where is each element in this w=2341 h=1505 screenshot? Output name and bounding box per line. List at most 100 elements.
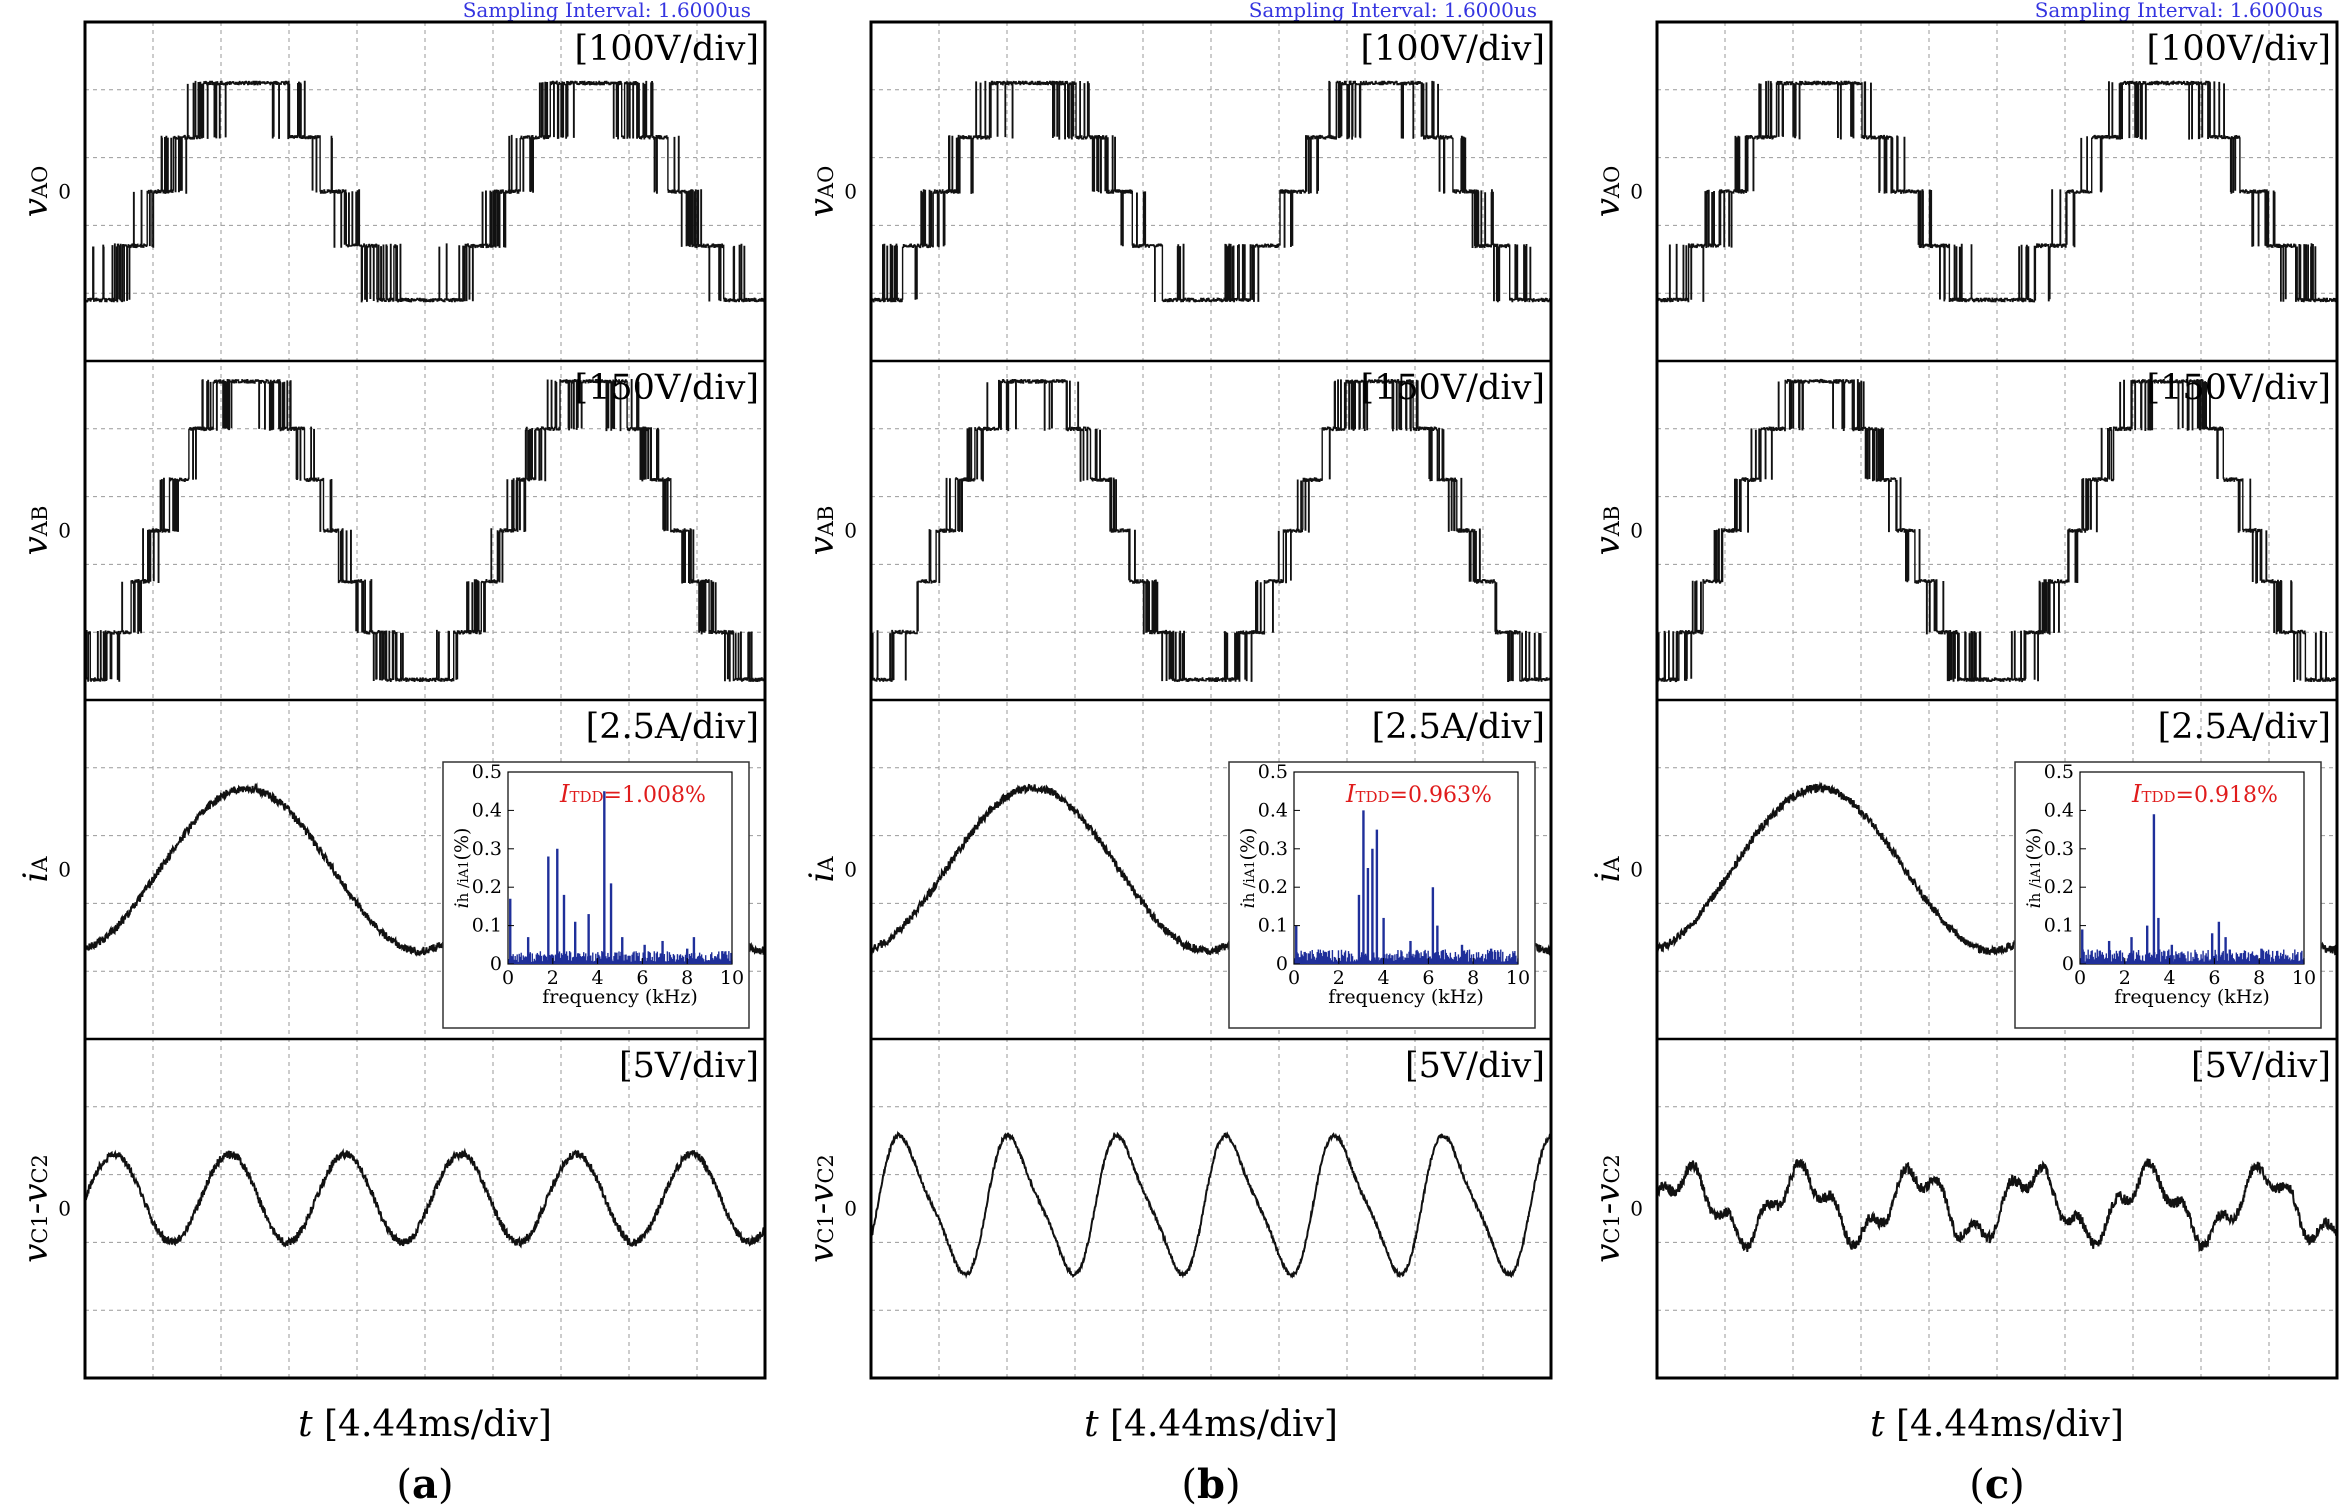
thd-annotation: ITDD=1.008% <box>559 780 706 808</box>
channel-label-main: v <box>16 536 56 555</box>
scale-label: [2.5A/div] <box>1372 707 1545 747</box>
thd-sub: TDD <box>2141 788 2175 806</box>
trace-v_C1-v_C2 <box>85 1147 765 1249</box>
panel-a: Sampling Interval: 1.6000us[100V/div]0vA… <box>16 0 767 1505</box>
y-tick-label: 0.1 <box>2044 915 2074 937</box>
scale-label: [2.5A/div] <box>586 707 759 747</box>
channel-label-sub: C1 <box>814 1214 838 1243</box>
x-axis-label-t: t <box>1870 1404 1885 1445</box>
scale-label: [5V/div] <box>2191 1046 2331 1086</box>
channel-label-sub: AB <box>1600 506 1624 538</box>
zero-marker: 0 <box>1630 519 1643 543</box>
panel-frame <box>1655 20 2339 1380</box>
spectrum-inset: 0 2 4 6 8 10 0 0.1 0.2 0.3 0.4 0.5 frequency (kHz) ih… <box>1228 761 1536 1029</box>
y-tick-label: 0.5 <box>1258 761 1288 783</box>
channel-label-sub: C1 <box>28 1214 52 1243</box>
channel-label-v_C1-v_C2: vC1-vC2 <box>16 1154 56 1263</box>
x-tick-label: 0 <box>2074 967 2086 989</box>
thd-value: =0.963% <box>1390 783 1492 808</box>
zero-marker: 0 <box>1630 858 1643 882</box>
x-tick-label: 2 <box>1333 967 1345 989</box>
channel-label-main: i <box>802 872 842 883</box>
spectrum-bars <box>1294 810 1519 964</box>
channel-label-v_AO: vAO <box>1588 166 1628 218</box>
panel-frame <box>869 20 1553 1380</box>
trace-v_AB <box>85 379 765 682</box>
panel-frame <box>83 20 767 1380</box>
channel-label-main: v <box>1588 198 1628 217</box>
scale-label: [2.5A/div] <box>2158 707 2331 747</box>
panel-title-open: ( <box>1181 1462 1197 1505</box>
thd-value: =0.918% <box>2176 783 2278 808</box>
x-axis-label: t [4.44ms/div] <box>298 1404 552 1445</box>
panel-title-letter: a <box>412 1461 438 1505</box>
spectrum-y-label-sub: A1 <box>1243 860 1258 879</box>
panel-title: (c) <box>1969 1461 2025 1505</box>
channel-label-sub2: C2 <box>1600 1154 1624 1183</box>
y-tick-label: 0 <box>2062 953 2074 975</box>
inset-axes <box>2079 771 2305 965</box>
spectrum-inset: 0 2 4 6 8 10 0 0.1 0.2 0.3 0.4 0.5 frequency (kHz) ih… <box>2014 761 2322 1029</box>
spectrum-y-label-tail: (%) <box>1237 828 1259 861</box>
x-tick-label: 8 <box>2253 967 2265 989</box>
channel-label-v_C1-v_C2: vC1-vC2 <box>1588 1154 1628 1263</box>
scale-label: [150V/div] <box>2146 368 2331 408</box>
y-tick-label: 0.4 <box>472 799 502 821</box>
thd-annotation: ITDD=0.963% <box>1345 780 1492 808</box>
inset-axes <box>507 771 733 965</box>
trace-v_AB <box>1657 378 2337 683</box>
panel-title-close: ) <box>2009 1462 2025 1505</box>
zero-marker: 0 <box>58 1197 71 1221</box>
thd-sub: TDD <box>1355 788 1389 806</box>
thd-annotation: ITDD=0.918% <box>2131 780 2278 808</box>
spectrum-y-label-sub: A1 <box>2029 860 2044 879</box>
trace-v_AO <box>85 80 765 303</box>
grid <box>871 22 1551 1378</box>
channel-label-i_A: iA <box>16 856 56 883</box>
x-axis-label-t: t <box>1084 1404 1099 1445</box>
scale-label: [150V/div] <box>1360 368 1545 408</box>
channel-i_A: [2.5A/div]0iA <box>1588 707 2337 957</box>
zero-marker: 0 <box>1630 1197 1643 1221</box>
panel-title-letter: c <box>1985 1461 2009 1505</box>
spectrum-y-label-tail: (%) <box>451 828 473 861</box>
x-axis-label-rest: [4.44ms/div] <box>1885 1404 2124 1445</box>
panel-title-letter: b <box>1197 1461 1225 1505</box>
scale-label: [100V/div] <box>2146 29 2331 69</box>
y-tick-label: 0 <box>490 953 502 975</box>
channel-label-sub: A <box>28 856 52 873</box>
x-tick-label: 6 <box>1422 967 1434 989</box>
x-tick-label: 4 <box>2164 967 2176 989</box>
y-tick-label: 0.1 <box>1258 915 1288 937</box>
channel-label-sub: AO <box>1600 166 1624 199</box>
panel-title-close: ) <box>1225 1462 1241 1505</box>
panel-b: Sampling Interval: 1.6000us [100V/div]0vA… <box>802 0 1553 1505</box>
sampling-interval-label: Sampling Interval: 1.6000us <box>1249 0 1537 22</box>
trace-v_C1-v_C2 <box>1657 1158 2337 1253</box>
trace-v_C1-v_C2 <box>871 1130 1551 1279</box>
channel-label-main: v <box>1588 1244 1628 1263</box>
panel-title-close: ) <box>438 1462 454 1505</box>
channel-label-main: i <box>16 872 56 883</box>
x-axis-label-t: t <box>298 1404 313 1445</box>
channel-label-main: v <box>16 198 56 217</box>
sampling-interval-label: Sampling Interval: 1.6000us <box>463 0 751 22</box>
channel-label-sub: AO <box>28 166 52 199</box>
scale-label: [150V/div] <box>574 368 759 408</box>
spectrum-x-label: frequency (kHz) <box>1328 986 1484 1008</box>
y-tick-label: 0.3 <box>1258 838 1288 860</box>
y-tick-label: 0.5 <box>472 761 502 783</box>
channel-label-main: v <box>802 198 842 217</box>
panel-title-open: ( <box>1969 1462 1985 1505</box>
channel-label-sub: AB <box>814 506 838 538</box>
spectrum-y-label: ih /iA1(%) <box>2023 828 2045 909</box>
spectrum-y-label: ih /iA1(%) <box>1237 828 1259 909</box>
x-tick-label: 6 <box>636 967 648 989</box>
spectrum-y-label-main: i <box>451 902 473 908</box>
spectrum-y-label-text: h /i <box>1240 878 1258 902</box>
channel-label-main: v <box>802 1244 842 1263</box>
